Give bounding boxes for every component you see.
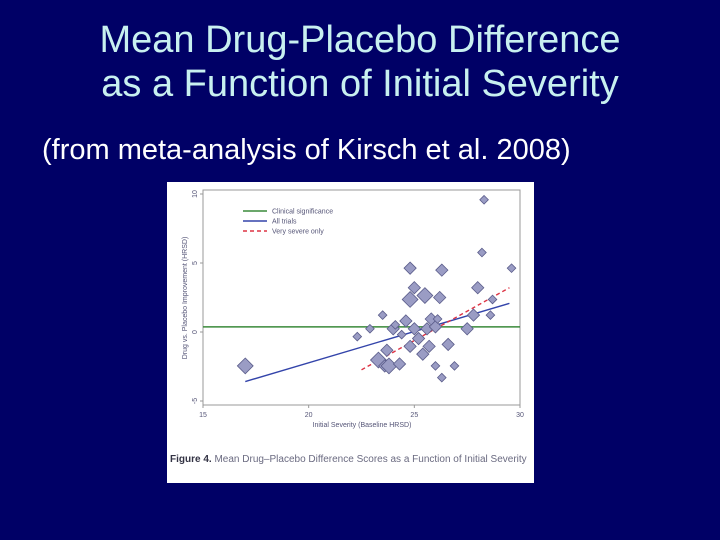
data-point xyxy=(403,339,417,354)
data-point xyxy=(435,263,449,277)
data-point xyxy=(449,361,460,371)
data-point xyxy=(352,331,363,342)
x-tick-label: 20 xyxy=(305,412,313,419)
data-point xyxy=(471,281,485,295)
data-point xyxy=(479,194,489,205)
y-tick-label: -5 xyxy=(192,398,199,404)
data-point xyxy=(432,314,443,324)
x-tick-label: 15 xyxy=(199,412,207,419)
data-point xyxy=(460,322,474,336)
plot-frame xyxy=(202,189,521,406)
data-point xyxy=(377,310,388,320)
data-point xyxy=(236,357,254,375)
data-point xyxy=(392,357,407,371)
data-point xyxy=(365,323,375,334)
data-point xyxy=(380,343,394,357)
data-point xyxy=(430,361,441,371)
data-point xyxy=(403,261,417,275)
data-point xyxy=(416,287,434,305)
data-point xyxy=(477,247,487,258)
data-point xyxy=(399,314,413,328)
data-point xyxy=(396,329,407,340)
scatter-chart: 15 20 25 30 10 5 0 -5 Clinical significance All … xyxy=(182,189,524,429)
slide-title-line-2: as a Function of Initial Severity xyxy=(101,63,619,105)
y-tick-label: 10 xyxy=(192,190,199,198)
data-point xyxy=(487,294,498,305)
legend: Clinical significance All trials Very seve… xyxy=(243,209,333,236)
point-layer xyxy=(236,194,517,383)
data-point xyxy=(428,320,443,334)
y-tick-label: 5 xyxy=(192,261,199,265)
slide-subtitle: (from meta-analysis of Kirsch et al. 200… xyxy=(42,134,571,166)
x-tick-label: 30 xyxy=(516,412,524,419)
y-tick-label: 0 xyxy=(192,330,199,334)
tick-label-layer: 15 20 25 30 10 5 0 -5 xyxy=(192,190,524,419)
data-point xyxy=(436,372,447,383)
data-point xyxy=(390,319,401,330)
x-axis-label: Initial Severity (Baseline HRSD) xyxy=(313,422,412,429)
legend-label: Clinical significance xyxy=(272,209,333,216)
data-point xyxy=(466,308,481,322)
data-point xyxy=(407,281,421,295)
data-point xyxy=(506,263,517,274)
figure-caption-text: Mean Drug–Placebo Difference Scores as a… xyxy=(214,454,527,465)
data-point xyxy=(416,347,430,361)
legend-label: All trials xyxy=(272,219,297,226)
grid-layer xyxy=(200,193,521,408)
data-point xyxy=(407,322,421,336)
slide-title: Mean Drug-Placebo Difference as a Functi… xyxy=(0,18,720,106)
figure-caption: Figure 4. Mean Drug–Placebo Difference S… xyxy=(170,454,532,466)
data-point xyxy=(433,290,447,305)
x-tick-label: 25 xyxy=(410,412,418,419)
y-axis-label: Drug vs. Placebo Improvement (HRSD) xyxy=(182,237,189,360)
trend-line-all-trials xyxy=(245,302,510,383)
data-point xyxy=(411,331,426,346)
data-point xyxy=(485,310,496,320)
figure-caption-label: Figure 4. xyxy=(170,454,212,465)
slide-title-line-1: Mean Drug-Placebo Difference xyxy=(99,19,621,61)
data-point xyxy=(401,290,419,308)
figure-panel: 15 20 25 30 10 5 0 -5 Clinical significance All … xyxy=(167,182,534,483)
legend-label: Very severe only xyxy=(272,229,324,236)
data-point xyxy=(441,337,455,352)
data-point xyxy=(422,339,436,354)
